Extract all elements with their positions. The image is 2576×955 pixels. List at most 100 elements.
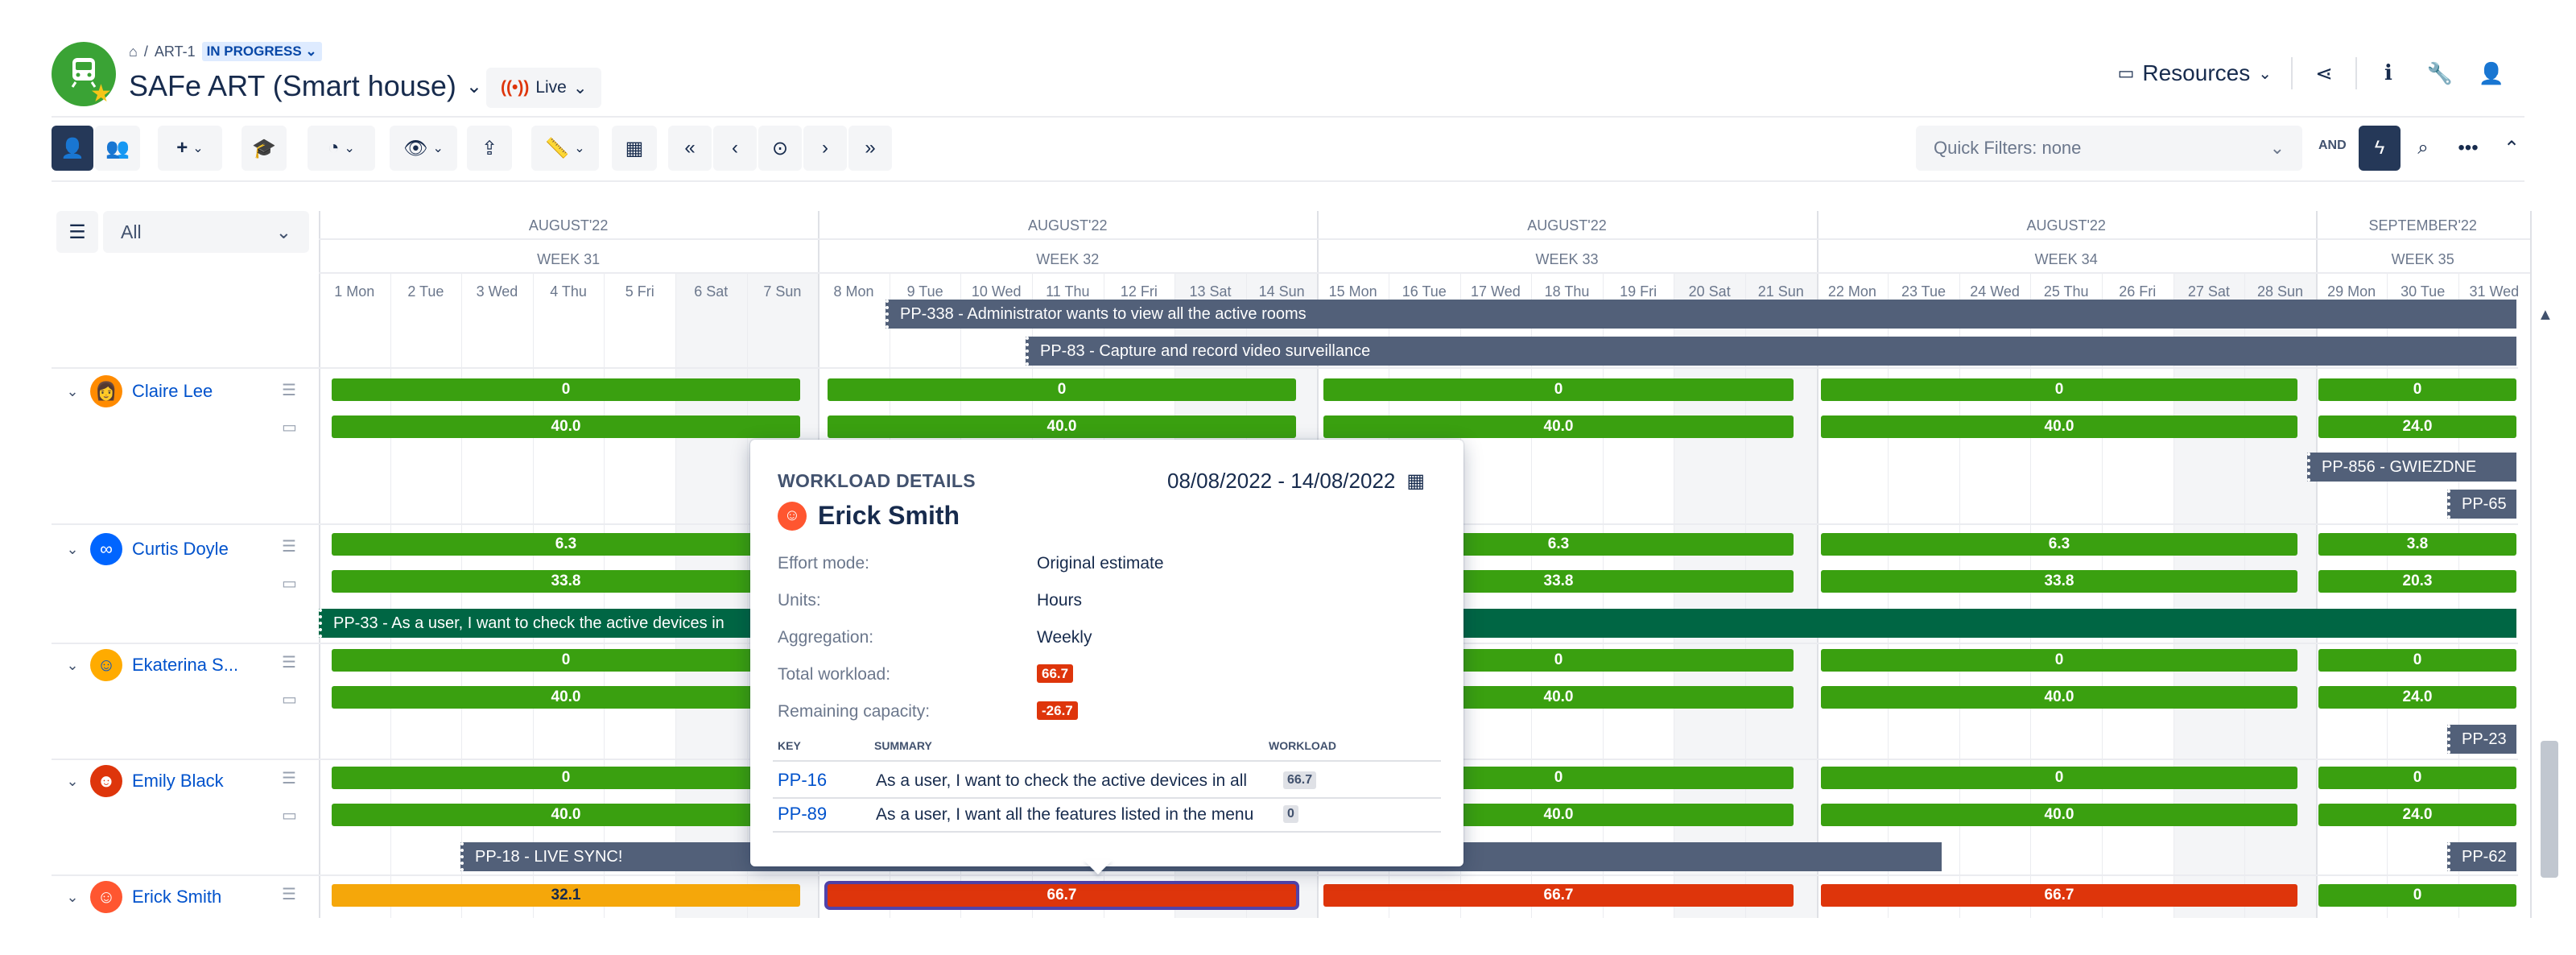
workload-bar[interactable]: 0 — [2318, 378, 2516, 401]
day-gridline — [532, 274, 534, 918]
calendar-icon[interactable]: ▦ — [1406, 470, 1426, 492]
capacity-bar[interactable]: 24.0 — [2318, 686, 2516, 709]
day-gridline — [1531, 274, 1533, 918]
capacity-bar[interactable]: 40.0 — [1323, 415, 1794, 438]
capacity-bar[interactable]: 40.0 — [1821, 686, 2297, 709]
workload-bar[interactable]: 0 — [332, 378, 800, 401]
person-row-ekaterina[interactable]: ⌄ ☺ Ekaterina S... — [64, 649, 238, 681]
workload-bar[interactable]: 66.7 — [1323, 884, 1794, 907]
skills-button[interactable]: 🎓 — [242, 126, 287, 171]
workload-bar[interactable]: 6.3 — [332, 533, 800, 556]
workload-bar[interactable]: 6.3 — [1821, 533, 2297, 556]
info-icon[interactable]: i — [2384, 61, 2392, 85]
list-toggle-button[interactable]: ☰ — [56, 211, 98, 253]
capacity-bar[interactable]: 40.0 — [828, 415, 1296, 438]
jump-forward-button[interactable]: » — [848, 126, 892, 171]
search-button[interactable]: ⌕ — [2402, 126, 2444, 171]
step-forward-button[interactable]: › — [803, 126, 847, 171]
task-bar-pp-18[interactable]: PP-18 - LIVE SYNC! — [460, 842, 1942, 871]
project-avatar[interactable]: ★ — [52, 42, 116, 106]
workload-bar[interactable]: 0 — [2318, 649, 2516, 672]
workload-bar[interactable]: 0 — [2318, 884, 2516, 907]
workload-bar[interactable]: 0 — [828, 378, 1296, 401]
scrollbar-thumb[interactable] — [2541, 741, 2558, 878]
task-bar-pp-856[interactable]: PP-856 - GWIEZDNE — [2307, 453, 2516, 482]
task-bar-pp-62[interactable]: PP-62 — [2447, 842, 2516, 871]
divider — [52, 180, 2524, 182]
workload-bar[interactable]: 0 — [2318, 767, 2516, 789]
jump-back-button[interactable]: « — [668, 126, 712, 171]
month-label: AUGUST'22 — [1028, 217, 1108, 234]
capacity-bar[interactable]: 24.0 — [2318, 804, 2516, 826]
resources-button[interactable]: ▭ Resources ⌄ — [2117, 60, 2272, 85]
team-view-button[interactable]: 👥 — [95, 126, 140, 171]
today-button[interactable]: ⊙ — [758, 126, 802, 171]
capacity-bar[interactable]: 40.0 — [1821, 415, 2297, 438]
workload-bar[interactable]: 32.1 — [332, 884, 800, 907]
group-filter-select[interactable]: All ⌄ — [103, 211, 309, 253]
day-gridline — [1888, 274, 1889, 918]
day-label: 29 Mon — [2327, 283, 2376, 300]
user-icon[interactable]: 👤 — [2478, 60, 2505, 85]
issue-workload-badge: 66.7 — [1283, 771, 1317, 789]
person-row-erick-smith[interactable]: ⌄ ☺ Erick Smith — [64, 881, 221, 913]
breadcrumb-project[interactable]: ART-1 — [154, 43, 196, 60]
calendar-button[interactable]: ▦ — [612, 126, 657, 171]
workload-bar-selected[interactable]: 66.7 — [828, 884, 1296, 907]
capacity-bar[interactable]: 40.0 — [1821, 804, 2297, 826]
workload-bar[interactable]: 0 — [1821, 767, 2297, 789]
task-bar-pp-338[interactable]: PP-338 - Administrator wants to view all… — [886, 300, 2516, 329]
chevron-down-icon[interactable]: ⌄ — [66, 540, 79, 557]
capacity-bar[interactable]: 33.8 — [1821, 570, 2297, 593]
wrench-icon[interactable]: 🔧 — [2426, 60, 2454, 85]
add-button[interactable]: + ⌄ — [158, 126, 222, 171]
ruler-icon: 📏 — [545, 137, 570, 159]
person-row-claire-lee[interactable]: ⌄ 👩 Claire Lee — [64, 375, 213, 407]
chevron-down-icon[interactable]: ⌄ — [66, 888, 79, 905]
capacity-bar[interactable]: 33.8 — [332, 570, 800, 593]
chevron-down-icon[interactable]: ⌄ — [66, 382, 79, 399]
workload-bar[interactable]: 3.8 — [2318, 533, 2516, 556]
workload-bar[interactable]: 66.7 — [1821, 884, 2297, 907]
capacity-bar[interactable]: 20.3 — [2318, 570, 2516, 593]
favorite-star-icon: ★ — [90, 81, 112, 107]
issue-key-link[interactable]: PP-89 — [778, 804, 828, 824]
workload-bar[interactable]: 0 — [1821, 378, 2297, 401]
collapse-button[interactable]: ⌃ — [2491, 126, 2533, 171]
workload-bar[interactable]: 0 — [1323, 378, 1794, 401]
share-icon[interactable]: ⋖ — [2315, 60, 2333, 85]
person-row-curtis-doyle[interactable]: ⌄ ∞ Curtis Doyle — [64, 533, 229, 565]
scroll-up-icon[interactable]: ▲ — [2537, 306, 2553, 324]
capacity-bar[interactable]: 24.0 — [2318, 415, 2516, 438]
ruler-button[interactable]: 📏 ⌄ — [531, 126, 599, 171]
avatar: ☺ — [778, 501, 807, 531]
live-button[interactable]: ((•)) Live ⌄ — [486, 68, 602, 108]
capacity-bar[interactable]: 40.0 — [332, 686, 800, 709]
capacity-bar[interactable]: 40.0 — [332, 804, 800, 826]
workload-bar[interactable]: 0 — [332, 649, 800, 672]
capacity-bar[interactable]: 40.0 — [332, 415, 800, 438]
chevron-down-icon[interactable]: ⌄ — [66, 772, 79, 789]
workload-bar[interactable]: 0 — [1821, 649, 2297, 672]
task-bar-pp-83[interactable]: PP-83 - Capture and record video surveil… — [1026, 337, 2516, 366]
workload-bar[interactable]: 0 — [332, 767, 800, 789]
chevron-down-icon[interactable]: ⌄ — [66, 656, 79, 673]
person-row-emily-black[interactable]: ⌄ ☻ Emily Black — [64, 765, 224, 797]
quick-filters-select[interactable]: Quick Filters: none ⌄ — [1916, 126, 2302, 171]
export-button[interactable]: ⇪ — [467, 126, 512, 171]
more-button[interactable]: ••• — [2447, 126, 2489, 171]
page-title[interactable]: SAFe ART (Smart house) ⌄ — [129, 69, 482, 102]
view-options-button[interactable]: 👁 ⌄ — [390, 126, 457, 171]
status-badge[interactable]: IN PROGRESS ⌄ — [201, 42, 322, 61]
step-back-button[interactable]: ‹ — [713, 126, 757, 171]
workload-mode-button[interactable]: ◔ ⌄ — [308, 126, 375, 171]
task-bar-pp-65[interactable]: PP-65 — [2447, 490, 2516, 519]
task-bar-pp-23[interactable]: PP-23 — [2447, 725, 2516, 754]
home-icon[interactable]: ⌂ — [129, 43, 138, 60]
popup-person: ☺ Erick Smith — [778, 501, 960, 531]
and-toggle[interactable]: AND — [2318, 138, 2347, 152]
lightning-button[interactable]: ϟ — [2359, 126, 2401, 171]
single-user-view-button[interactable]: 👤 — [52, 126, 93, 171]
day-gridline — [604, 274, 605, 918]
issue-key-link[interactable]: PP-16 — [778, 770, 828, 790]
